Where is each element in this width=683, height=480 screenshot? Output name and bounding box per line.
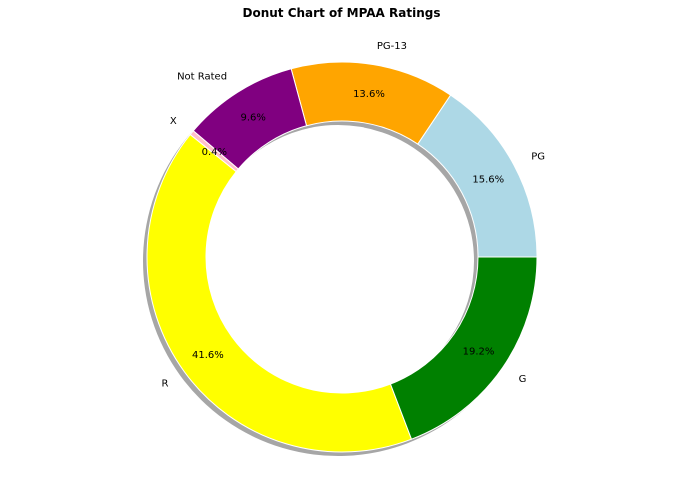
percent-label-pg-13: 13.6% [353,89,385,100]
slice-g [389,256,538,440]
chart-title: Donut Chart of MPAA Ratings [243,6,441,20]
percent-label-not-rated: 9.6% [240,113,265,124]
slice-label-pg-13: PG-13 [377,41,407,52]
percent-label-x: 0.4% [202,147,227,158]
slice-label-not-rated: Not Rated [177,71,227,82]
slice-label-r: R [162,379,169,390]
donut-slices [146,61,538,453]
slice-label-x: X [170,116,177,127]
slice-label-g: G [519,374,527,385]
percent-labels: 15.6% 13.6% 9.6% 0.4% 41.6% 19.2% [192,89,504,361]
percent-label-r: 41.6% [192,350,224,361]
slice-labels: PG PG-13 Not Rated X R G [162,41,546,390]
percent-label-g: 19.2% [463,347,495,358]
slice-label-pg: PG [531,152,545,163]
percent-label-pg: 15.6% [472,174,504,185]
slice-r [146,133,413,453]
